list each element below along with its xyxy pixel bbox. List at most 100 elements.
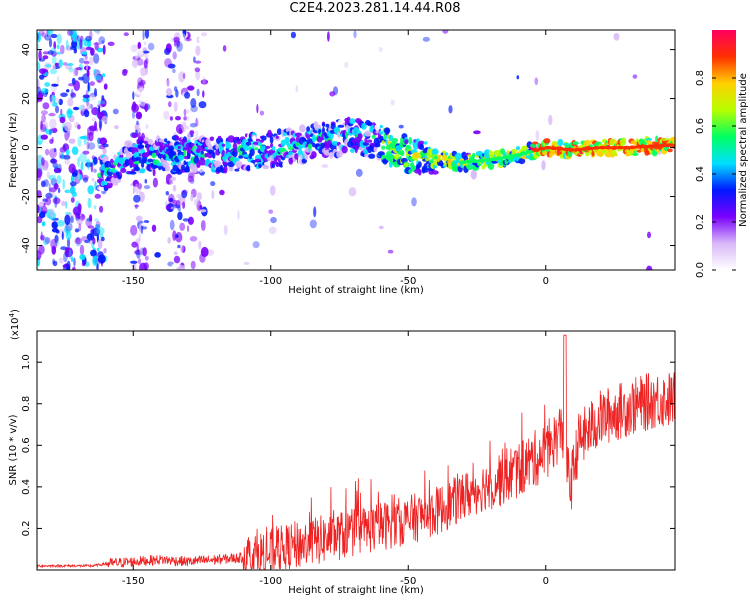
spectrogram-ridge-blob [341, 145, 348, 154]
spectrogram-noise-blob [183, 37, 192, 42]
spectrogram-noise-blob [171, 263, 180, 268]
spectrogram-noise-blob [60, 108, 63, 116]
spectrogram-noise-blob [40, 180, 46, 188]
spectrogram-noise-blob [50, 82, 57, 93]
spectrogram-noise-blob [312, 258, 316, 263]
spectrogram-noise-blob [114, 125, 119, 130]
spectrogram-ridge-blob [572, 141, 579, 146]
spectrogram-noise-blob [140, 67, 147, 77]
spectrogram-noise-blob [142, 50, 150, 54]
spectrogram-ridge-blob [285, 151, 289, 156]
spectrogram-noise-blob [68, 163, 76, 174]
spectrogram-noise-blob [73, 106, 80, 111]
spectrogram-ridge-blob [183, 149, 187, 158]
spectrogram-ridge-blob [431, 170, 439, 175]
spectrogram-noise-blob [130, 224, 138, 236]
spectrogram-noise-blob [70, 256, 74, 263]
spectrogram-noise-blob [178, 128, 183, 135]
spectrogram-noise-blob [103, 83, 108, 90]
spectrogram-noise-blob [94, 42, 99, 51]
spectrogram-noise-blob [82, 150, 90, 155]
spectrogram-ridge-blob [245, 165, 252, 171]
spectrogram-noise-blob [216, 196, 223, 200]
spectrogram-noise-blob [187, 216, 194, 225]
spectrogram-noise-blob [141, 225, 148, 230]
spectrogram-ridge-blob [655, 135, 659, 143]
spectrogram-ridge-blob [117, 174, 122, 180]
spectrogram-noise-blob [45, 64, 52, 68]
spectrogram-noise-blob [55, 229, 60, 234]
spectrogram-noise-blob [67, 97, 74, 107]
spectrogram-ridge-blob [637, 149, 642, 153]
spectrogram-ridge-blob [306, 126, 310, 133]
spectrogram-noise-blob [46, 171, 50, 179]
spectrogram-core-blob [471, 159, 480, 163]
snr-x-ticks: -150 -100 -50 0 [122, 331, 549, 587]
spectrogram-ridge-blob [242, 138, 248, 143]
spectrogram-noise-blob [44, 148, 50, 156]
colorbar: 0.0 0.2 0.4 0.6 0.8 Normalized spectral ampl… [695, 30, 749, 278]
spectrogram-noise-blob [198, 101, 207, 109]
spectrogram-ridge-blob [146, 144, 151, 153]
spectrogram-ridge-blob [168, 145, 175, 152]
spectrogram-noise-blob [100, 79, 105, 83]
spectrogram-ridge-blob [423, 141, 428, 145]
y-tick-label: 20 [21, 92, 32, 105]
colorbar-tick-label: 0.0 [695, 262, 706, 278]
spectrogram-noise-blob [41, 157, 45, 166]
colorbar-tick-label: 0.4 [695, 166, 706, 182]
spectrogram-noise-blob [189, 236, 198, 242]
spectrogram-noise-blob [87, 197, 92, 209]
spectrogram-ridge-blob [236, 140, 242, 145]
spectrogram-noise-blob [101, 95, 105, 102]
spectrogram-noise-blob [42, 102, 50, 110]
spectrogram-noise-blob [166, 78, 172, 90]
spectrogram-ridge-blob [408, 169, 413, 174]
chart-title: C2E4.2023.281.14.44.R08 [289, 1, 461, 16]
spectrogram-noise-blob [99, 137, 108, 145]
spectrogram-ridge-blob [115, 171, 120, 176]
spectrogram-noise-blob [243, 261, 250, 265]
spectrogram-noise-blob [45, 192, 53, 199]
spectrogram-noise-blob [151, 224, 157, 232]
spectrogram-ridge-blob [403, 162, 409, 167]
spectrogram-noise-blob [646, 265, 653, 270]
spectrogram-ridge-blob [436, 154, 442, 158]
spectrogram-noise-blob [195, 69, 201, 81]
colorbar-gradient [712, 30, 736, 270]
spectrogram-noise-blob [82, 97, 90, 103]
spectrogram-noise-blob [355, 168, 363, 177]
spectrogram-noise-blob [49, 187, 57, 193]
spectrogram-noise-blob [186, 109, 190, 114]
spectrogram-ridge-blob [304, 153, 309, 160]
spectrogram-noise-blob [112, 108, 119, 115]
spectrogram-noise-blob [65, 211, 71, 215]
colorbar-tick-label: 0.2 [695, 214, 706, 230]
spectrogram-ridge-blob [147, 138, 154, 145]
spectrogram-noise-blob [60, 44, 65, 55]
spectrogram-noise-blob [357, 204, 363, 215]
spectrogram-core-blob [556, 147, 564, 151]
spectrogram-noise-blob [194, 60, 202, 64]
spectrogram-noise-blob [72, 67, 79, 77]
spectrogram-core-blob [562, 147, 571, 152]
colorbar-label: Normalized spectral amplitude [738, 73, 749, 227]
spectrogram-noise-blob [42, 55, 49, 60]
spectrogram-noise-blob [152, 257, 160, 262]
spectrogram-noise-blob [41, 114, 46, 123]
spectrogram-core-blob [646, 144, 655, 148]
spectrogram-noise-blob [98, 118, 103, 130]
spectrogram-noise-blob [175, 45, 178, 53]
spectrogram-noise-blob [107, 41, 115, 46]
spectrogram-noise-blob [139, 247, 142, 255]
spectrogram-noise-blob [66, 237, 71, 249]
snr-scale-prefix: (x10 [10, 317, 21, 340]
spectrogram-noise-blob [398, 124, 404, 129]
spectrogram-noise-blob [48, 38, 53, 48]
spectrogram-ridge-blob [488, 150, 494, 157]
spectrogram-noise-blob [39, 68, 47, 74]
spectrogram-noise-blob [67, 224, 71, 232]
spectrogram-ridge-blob [431, 148, 439, 156]
spectrogram-noise-blob [92, 237, 96, 245]
spectrogram-core-blob [652, 144, 661, 148]
